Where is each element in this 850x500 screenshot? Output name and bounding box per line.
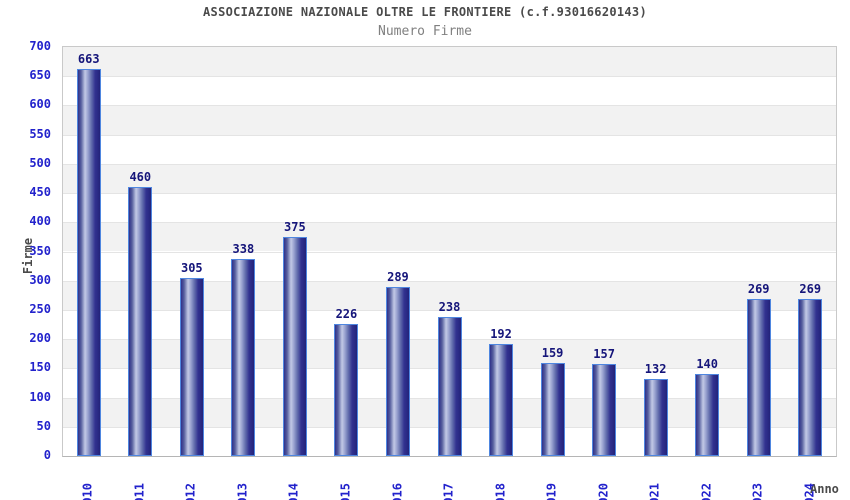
y-tick-label: 200	[29, 331, 51, 346]
bar-2024	[798, 298, 823, 456]
y-tick-label: 350	[29, 243, 51, 258]
y-tick-label: 450	[29, 185, 51, 200]
bar-2010	[76, 68, 101, 456]
bar-value-label: 338	[232, 241, 255, 256]
bar-2020	[592, 364, 617, 456]
bar-2014	[282, 236, 307, 456]
x-tick-label: 2022	[699, 483, 714, 500]
x-tick-label: 2019	[544, 483, 559, 500]
grid-band	[63, 251, 836, 281]
y-tick-label: 0	[43, 448, 51, 462]
y-tick-label: 400	[29, 214, 51, 229]
y-tick-label: 600	[29, 97, 51, 112]
x-axis-title: Anno	[810, 482, 839, 496]
grid-band	[63, 222, 836, 252]
bar-value-label: 238	[438, 299, 461, 314]
bar-value-label: 159	[541, 346, 564, 361]
plot-area: 663 460 305 338 375 226 289 238 192 159 157 132 140 2…	[62, 46, 837, 457]
bar-2012	[179, 277, 204, 456]
x-tick-label: 2010	[80, 483, 95, 500]
bar-2023	[746, 298, 771, 456]
x-tick-label: 2021	[647, 483, 662, 500]
bar-2016	[385, 287, 410, 456]
bar-value-label: 460	[129, 170, 152, 185]
bar-value-label: 269	[799, 281, 822, 296]
x-tick-label: 2020	[596, 483, 611, 500]
grid-band	[63, 47, 836, 77]
y-tick-label: 300	[29, 272, 51, 287]
y-tick-label: 250	[29, 301, 51, 316]
x-tick-label: 2024	[802, 483, 817, 500]
bar-value-label: 269	[747, 281, 770, 296]
chart-subtitle: Numero Firme	[378, 24, 472, 39]
y-tick-label: 100	[29, 389, 51, 404]
y-tick-label: 50	[36, 418, 51, 433]
x-tick-label: 2013	[235, 483, 250, 500]
y-tick-label: 550	[29, 126, 51, 141]
x-tick-label: 2017	[441, 483, 456, 500]
bar-value-label: 140	[696, 357, 718, 372]
bar-value-label: 663	[77, 51, 100, 66]
bar-value-label: 375	[284, 219, 306, 234]
bar-value-label: 305	[180, 260, 203, 275]
x-tick-label: 2014	[286, 483, 301, 500]
grid-band	[63, 105, 836, 135]
chart-title: ASSOCIAZIONE NAZIONALE OLTRE LE FRONTIER…	[203, 5, 647, 19]
x-tick-label: 2023	[750, 483, 765, 500]
bar-2011	[128, 187, 153, 456]
bar-value-label: 132	[644, 361, 667, 376]
bar-2018	[489, 343, 514, 456]
x-tick-label: 2015	[338, 483, 353, 500]
x-tick-label: 2011	[132, 483, 147, 500]
bar-value-label: 157	[593, 347, 615, 362]
y-tick-label: 150	[29, 360, 51, 375]
y-tick-label: 700	[29, 39, 51, 53]
bar-2013	[231, 258, 256, 456]
bar-2022	[695, 374, 720, 456]
y-tick-label: 650	[29, 68, 51, 83]
grid-band	[63, 193, 836, 223]
grid-band	[63, 76, 836, 106]
bar-2021	[643, 378, 668, 456]
grid-band	[63, 163, 836, 194]
bar-value-label: 192	[490, 326, 512, 341]
bar-2019	[540, 363, 565, 456]
bar-value-label: 289	[387, 270, 409, 285]
bar-2017	[437, 316, 462, 456]
bar-value-label: 226	[335, 306, 358, 321]
x-tick-label: 2016	[389, 483, 404, 500]
x-tick-label: 2018	[493, 483, 508, 500]
y-tick-label: 500	[29, 155, 51, 170]
grid-band	[63, 134, 836, 164]
bar-2015	[334, 323, 359, 456]
x-tick-label: 2012	[183, 483, 198, 500]
